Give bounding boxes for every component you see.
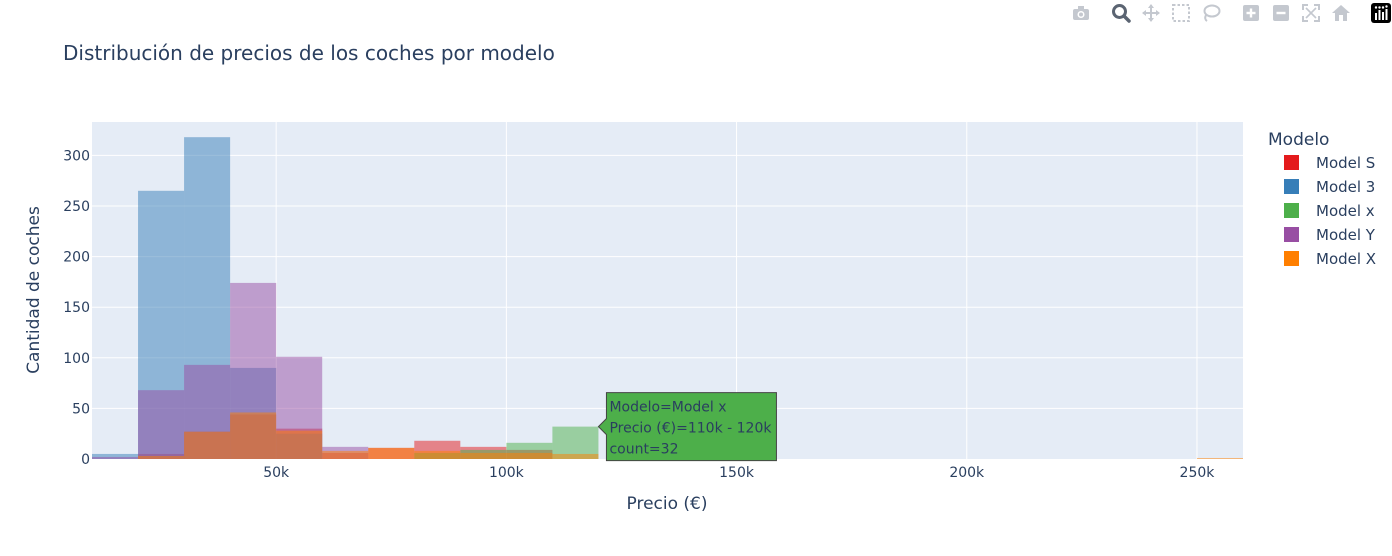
series-model-x [138,412,1243,459]
y-tick-label: 250 [63,199,90,215]
y-tick-label: 0 [81,452,90,468]
legend-swatch [1284,179,1299,194]
pan-icon [1142,4,1160,22]
chart-title: Distribución de precios de los coches po… [63,41,555,65]
legend-item[interactable]: Model S [1284,154,1375,172]
zoom-out-button[interactable] [1270,2,1292,24]
legend-label: Model Y [1316,226,1376,244]
legend-item[interactable]: Model X [1284,250,1376,268]
legend-label: Model S [1316,154,1375,172]
bars [92,137,1243,459]
pan-button[interactable] [1140,2,1162,24]
legend: Modelo Model S Model 3 Model x Model Y Model… [1268,130,1376,268]
histogram-bar[interactable] [322,450,369,459]
autoscale-icon [1302,4,1320,22]
zoom-in-button[interactable] [1240,2,1262,24]
x-tick-label: 100k [489,465,525,481]
plotly-logo-button[interactable] [1370,2,1392,24]
legend-label: Model x [1316,202,1375,220]
legend-label: Model 3 [1316,178,1375,196]
hover-tooltip: Modelo=Model x Precio (€)=110k - 120k coun… [597,392,777,462]
x-tick-label: 250k [1180,465,1216,481]
x-tick-label: 150k [719,465,755,481]
histogram-bar[interactable] [138,390,185,459]
plotly-logo-icon [1371,3,1391,23]
y-tick-label: 300 [63,148,90,164]
box-select-button[interactable] [1170,2,1192,24]
legend-label: Model X [1316,250,1376,268]
histogram-bar[interactable] [552,453,599,459]
zoom-button[interactable] [1110,2,1132,24]
x-tick-label: 50k [263,465,290,481]
box-select-icon [1172,4,1190,22]
histogram-bar[interactable] [552,426,599,459]
lasso-select-icon [1203,4,1221,22]
histogram-bar[interactable] [506,452,553,459]
modebar [1066,0,1392,24]
hover-line: Precio (€)=110k - 120k [609,421,772,437]
histogram-bar[interactable] [414,450,461,459]
legend-item[interactable]: Model Y [1284,226,1376,244]
hover-box [597,392,777,462]
download-png-icon [1073,6,1089,20]
y-tick-label: 100 [63,351,90,367]
histogram-bar[interactable] [230,412,277,459]
x-axis-ticks: 50k 100k 150k 200k 250k [263,465,1215,481]
histogram-bar[interactable] [276,430,323,459]
hover-line: Modelo=Model x [609,400,726,416]
histogram-bar[interactable] [368,447,415,459]
reset-axes-button[interactable] [1330,2,1352,24]
histogram-bar[interactable] [460,452,507,459]
zoom-out-icon [1273,5,1289,21]
download-png-button[interactable] [1070,2,1092,24]
y-axis-ticks: 0 50 100 150 200 250 300 [63,148,90,468]
x-tick-label: 200k [949,465,985,481]
histogram-bar[interactable] [1196,457,1243,459]
legend-item[interactable]: Model 3 [1284,178,1375,196]
y-tick-label: 50 [72,401,90,417]
autoscale-button[interactable] [1300,2,1322,24]
y-axis-title: Cantidad de coches [24,206,44,374]
x-axis-title: Precio (€) [627,494,708,514]
histogram-bar[interactable] [92,453,139,459]
histogram-bar[interactable] [92,456,139,459]
legend-swatch [1284,155,1299,170]
reset-axes-icon [1332,5,1350,21]
zoom-in-icon [1243,5,1259,21]
zoom-icon [1112,4,1131,23]
legend-swatch [1284,203,1299,218]
histogram-bar[interactable] [138,455,185,459]
legend-swatch [1284,251,1299,266]
legend-swatch [1284,227,1299,242]
histogram-bar[interactable] [184,431,231,459]
lasso-select-button[interactable] [1200,2,1222,24]
hover-line: count=32 [609,442,678,458]
legend-title: Modelo [1268,130,1329,150]
y-tick-label: 150 [63,300,90,316]
legend-item[interactable]: Model x [1284,202,1375,220]
y-tick-label: 200 [63,250,90,266]
